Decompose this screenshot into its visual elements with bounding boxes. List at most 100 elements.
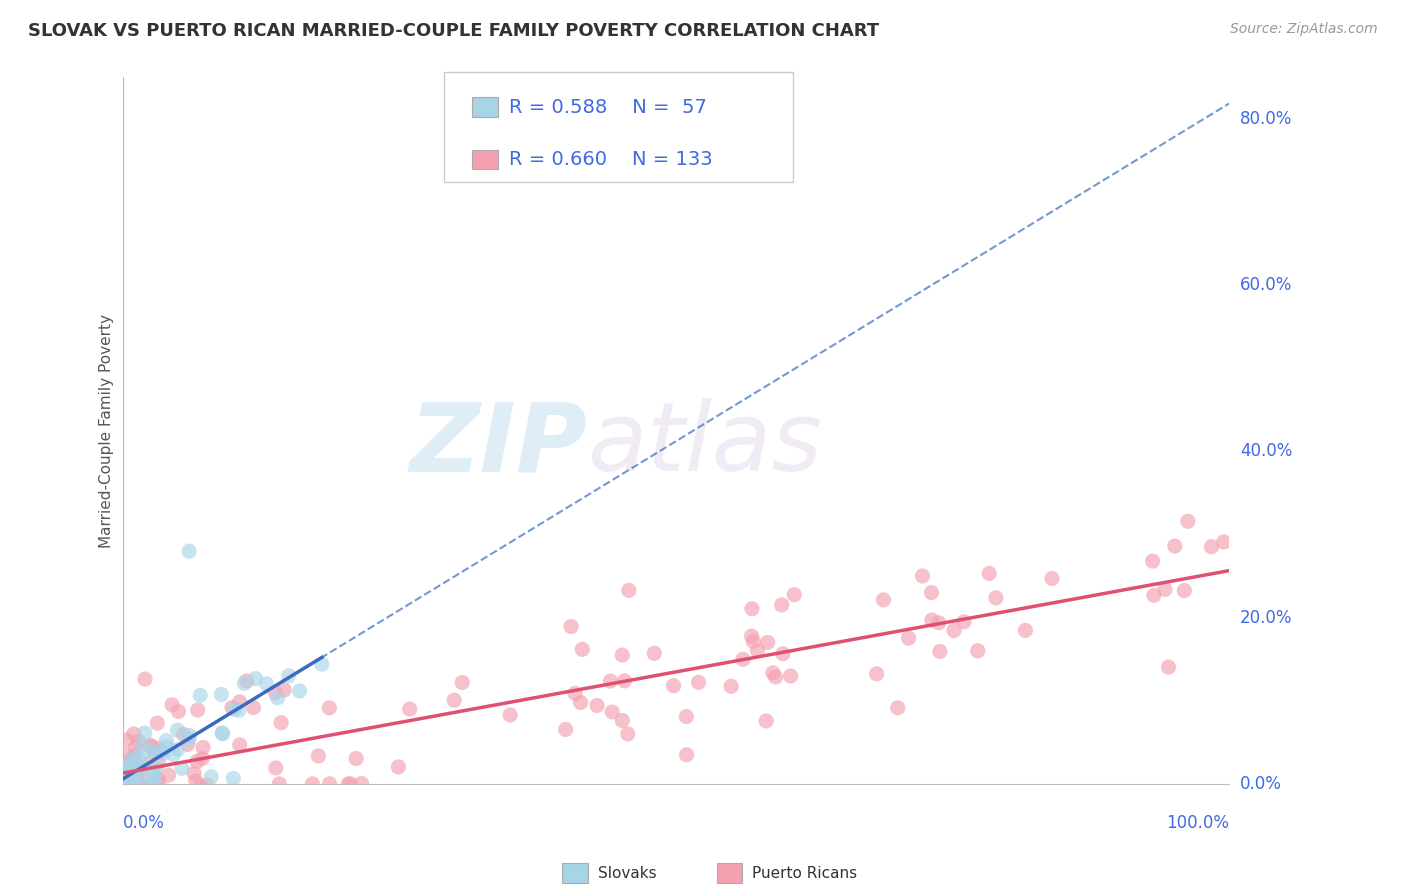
- Point: [124, 763, 146, 777]
- Point: [124, 748, 146, 763]
- Point: [155, 733, 177, 747]
- Point: [157, 768, 180, 782]
- Point: [273, 682, 295, 697]
- Point: [177, 732, 200, 747]
- Point: [135, 744, 157, 758]
- Point: [148, 756, 170, 770]
- Point: [398, 702, 420, 716]
- Point: [139, 739, 162, 753]
- Point: [117, 785, 139, 799]
- Point: [337, 777, 360, 791]
- Point: [122, 751, 145, 765]
- Point: [612, 648, 634, 662]
- Point: [118, 793, 141, 807]
- Point: [115, 732, 138, 747]
- Point: [1040, 571, 1063, 585]
- Point: [136, 756, 159, 771]
- Point: [112, 757, 135, 772]
- Point: [111, 755, 134, 769]
- Point: [617, 727, 640, 741]
- Point: [756, 635, 779, 649]
- Point: [115, 785, 138, 799]
- Point: [125, 764, 148, 778]
- Text: 60.0%: 60.0%: [1240, 277, 1292, 294]
- Point: [264, 686, 287, 700]
- Point: [131, 758, 153, 772]
- Text: 100.0%: 100.0%: [1166, 814, 1229, 832]
- Point: [141, 764, 163, 779]
- Point: [114, 762, 136, 776]
- Point: [599, 674, 621, 689]
- Text: ZIP: ZIP: [409, 398, 588, 491]
- Point: [675, 747, 697, 762]
- Point: [118, 780, 141, 794]
- Point: [266, 690, 288, 705]
- Point: [120, 766, 142, 780]
- Point: [115, 788, 138, 802]
- Point: [170, 761, 193, 775]
- Point: [112, 778, 135, 792]
- Point: [122, 727, 145, 741]
- Point: [765, 670, 787, 684]
- Point: [228, 738, 250, 752]
- Point: [245, 672, 267, 686]
- Point: [865, 666, 887, 681]
- Point: [928, 615, 950, 630]
- Point: [742, 634, 765, 648]
- Point: [270, 715, 292, 730]
- Point: [186, 755, 208, 769]
- Point: [350, 776, 373, 790]
- Point: [184, 773, 207, 788]
- Point: [269, 777, 291, 791]
- Point: [222, 772, 245, 786]
- Point: [120, 793, 142, 807]
- Point: [307, 748, 329, 763]
- Point: [1177, 514, 1199, 528]
- Point: [134, 726, 156, 740]
- Point: [554, 723, 576, 737]
- Point: [233, 676, 256, 690]
- Point: [114, 775, 136, 789]
- Point: [111, 780, 134, 795]
- Text: 20.0%: 20.0%: [1240, 608, 1292, 627]
- Point: [897, 631, 920, 645]
- Point: [195, 778, 218, 792]
- Point: [118, 785, 141, 799]
- Point: [675, 709, 697, 723]
- Point: [148, 741, 170, 756]
- Point: [600, 705, 623, 719]
- Point: [564, 686, 586, 700]
- Point: [115, 747, 138, 762]
- Point: [114, 785, 136, 799]
- Point: [145, 745, 167, 759]
- Point: [149, 778, 172, 792]
- Point: [176, 738, 198, 752]
- Text: atlas: atlas: [588, 398, 823, 491]
- Point: [112, 779, 135, 793]
- Point: [1142, 554, 1164, 568]
- Point: [127, 766, 149, 780]
- Point: [145, 793, 167, 807]
- Point: [131, 738, 153, 752]
- Point: [132, 777, 155, 791]
- Point: [121, 758, 143, 772]
- Point: [344, 751, 367, 765]
- Point: [163, 747, 186, 762]
- Point: [114, 793, 136, 807]
- Point: [1157, 660, 1180, 674]
- Point: [183, 766, 205, 780]
- Point: [560, 619, 582, 633]
- Point: [966, 644, 988, 658]
- Point: [921, 613, 943, 627]
- Point: [135, 783, 157, 797]
- Point: [256, 677, 278, 691]
- Point: [211, 725, 233, 739]
- Point: [613, 673, 636, 688]
- Point: [747, 644, 769, 658]
- Point: [921, 585, 943, 599]
- Point: [387, 760, 409, 774]
- Point: [1014, 624, 1036, 638]
- Point: [117, 770, 139, 784]
- Point: [122, 793, 145, 807]
- Point: [141, 793, 163, 807]
